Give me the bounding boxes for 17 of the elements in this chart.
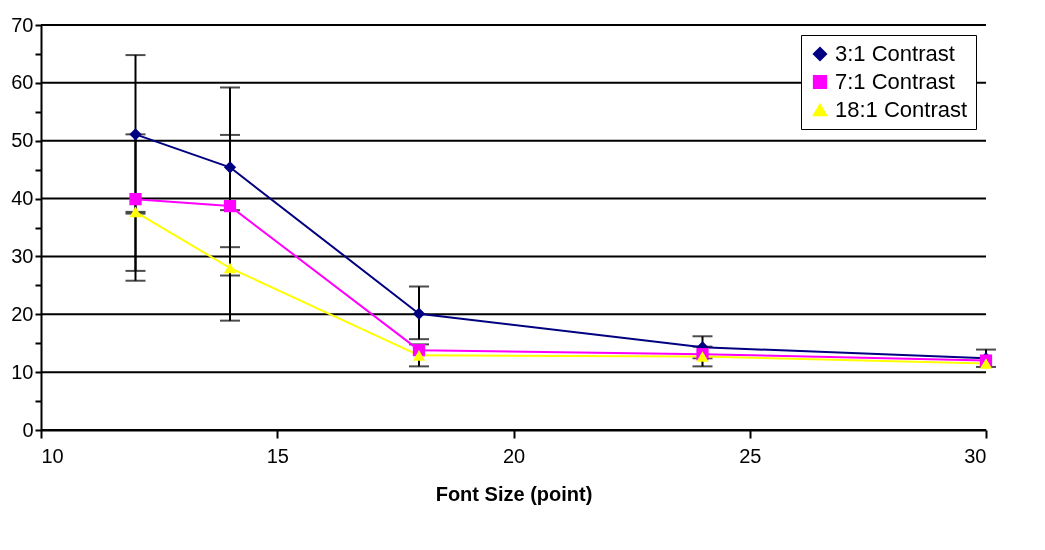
x-tick-label: 10 [41,444,64,467]
y-tick-label: 30 [11,244,34,267]
legend-label: 3:1 Contrast [835,41,955,66]
y-tick-label: 50 [11,129,34,152]
legend-label: 18:1 Contrast [835,97,968,122]
x-tick-label: 25 [739,444,762,467]
legend-label: 7:1 Contrast [835,69,955,94]
y-tick-label: 0 [22,418,34,441]
y-tick-label: 40 [11,187,34,210]
x-tick-label: 20 [502,444,526,467]
y-tick-label: 20 [11,302,34,325]
x-tick-label: 15 [266,444,289,467]
x-tick-label: 30 [964,444,987,467]
y-tick-label: 60 [11,71,34,94]
y-tick-label: 70 [11,13,34,36]
y-tick-label: 10 [11,360,34,383]
x-axis-title: Font Size (point) [435,482,593,505]
